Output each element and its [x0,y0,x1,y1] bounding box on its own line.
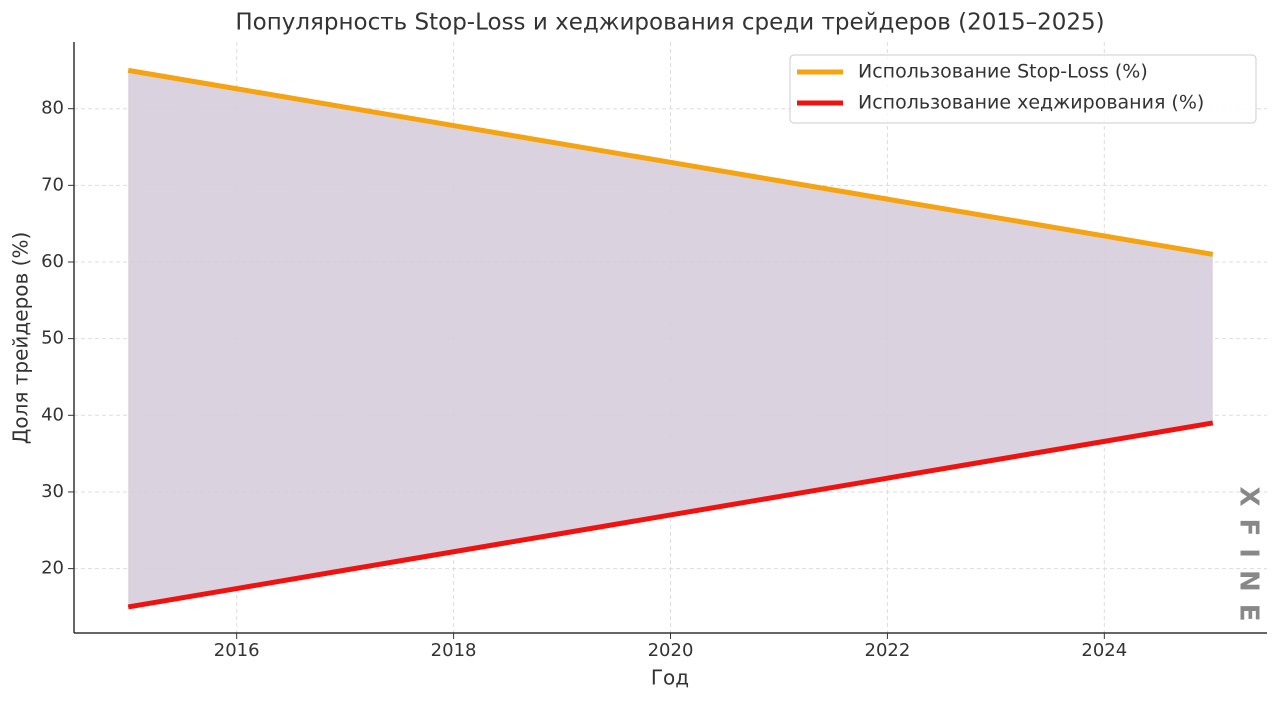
x-tick-label: 2020 [648,640,694,661]
legend: Использование Stop-Loss (%) Использование… [789,54,1257,124]
x-tick-label: 2024 [1081,640,1127,661]
y-tick-label: 20 [41,558,64,579]
y-tick-label: 30 [41,481,64,502]
x-axis-label: Год [651,666,689,690]
legend-label: Использование Stop-Loss (%) [858,61,1148,83]
legend-label: Использование хеджирования (%) [858,92,1204,114]
x-tick-label: 2018 [431,640,477,661]
legend-box [789,54,1257,124]
chart-title: Популярность Stop-Loss и хеджирования ср… [235,10,1104,36]
watermark: XFINE [1234,486,1264,633]
line-series [127,420,1214,610]
y-tick-label: 50 [41,328,64,349]
y-tick-label: 70 [41,174,64,195]
line-series [127,67,1214,257]
y-tick-label: 80 [41,98,64,119]
y-tick-label: 60 [41,251,64,272]
x-tick-label: 2022 [865,640,911,661]
y-tick-label: 40 [41,404,64,425]
x-tick-label: 2016 [214,640,260,661]
y-axis-label: Доля трейдеров (%) [9,232,33,445]
fill-between [128,70,1213,607]
